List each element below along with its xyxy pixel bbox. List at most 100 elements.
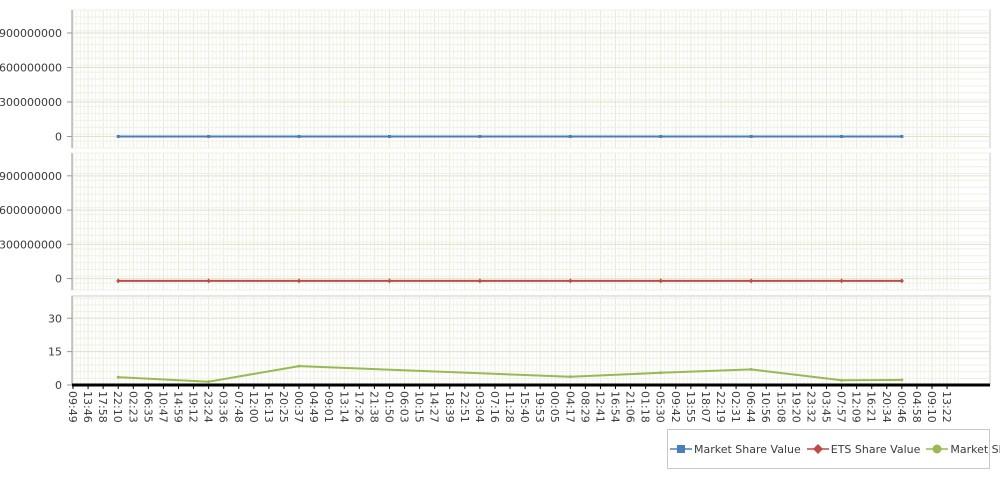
x-tick-label: 12:00 — [247, 391, 260, 423]
data-point — [297, 364, 301, 368]
data-point — [207, 135, 211, 138]
x-tick-label: 09:10 — [925, 391, 938, 423]
data-point — [387, 135, 391, 138]
x-tick-label: 09:49 — [66, 391, 79, 423]
legend-label: Market Share Value — [694, 442, 801, 456]
x-tick-label: 06:44 — [744, 391, 757, 423]
legend-item-market-share-value: Market Share Value — [670, 443, 801, 456]
x-tick-label: 22:19 — [714, 391, 727, 423]
data-point — [749, 278, 754, 284]
y-tick-label: 900000000 — [0, 27, 62, 40]
x-tick-label: 16:54 — [609, 391, 622, 423]
x-tick-label: 22:51 — [458, 391, 471, 423]
x-tick-label: 17:26 — [352, 391, 365, 423]
y-tick-label: 900000000 — [0, 170, 62, 183]
x-tick-label: 15:08 — [774, 391, 787, 423]
x-tick-label: 03:36 — [217, 391, 230, 423]
x-tick-label: 12:09 — [850, 391, 863, 423]
x-tick-label: 09:42 — [669, 391, 682, 423]
x-tick-label: 13:55 — [684, 391, 697, 423]
x-tick-label: 07:57 — [835, 391, 848, 423]
data-point — [749, 135, 753, 138]
legend-item-ets-share-value: ETS Share Value — [806, 442, 921, 456]
x-tick-label: 18:07 — [699, 391, 712, 423]
data-point — [839, 278, 844, 284]
x-tick-label: 22:10 — [111, 391, 124, 423]
x-tick-label: 20:34 — [880, 391, 893, 423]
y-tick-label: 0 — [55, 131, 62, 144]
y-tick-label: 300000000 — [0, 238, 62, 251]
data-point — [659, 371, 663, 375]
data-point — [116, 278, 121, 284]
data-point — [568, 135, 572, 138]
x-tick-label: 21:38 — [367, 391, 380, 423]
y-tick-label: 600000000 — [0, 204, 62, 217]
x-tick-label: 07:48 — [232, 391, 245, 423]
x-tick-label: 07:16 — [488, 391, 501, 423]
x-tick-label: 00:46 — [895, 391, 908, 423]
data-point — [207, 380, 211, 384]
x-tick-label: 14:59 — [172, 391, 185, 423]
data-point — [900, 378, 904, 382]
x-tick-label: 08:29 — [578, 391, 591, 423]
x-tick-label: 09:01 — [322, 391, 335, 423]
x-tick-label: 23:24 — [202, 391, 215, 423]
y-tick-label: 15 — [48, 346, 62, 359]
panel-frame — [71, 295, 991, 386]
data-point — [568, 375, 572, 379]
x-tick-label: 10:15 — [413, 391, 426, 423]
x-tick-label: 15:40 — [518, 391, 531, 423]
data-point — [899, 278, 904, 284]
y-tick-label: 600000000 — [0, 62, 62, 75]
y-tick-label: 30 — [48, 312, 62, 325]
x-tick-label: 16:21 — [865, 391, 878, 423]
data-point — [568, 278, 573, 284]
x-tick-label: 19:53 — [533, 391, 546, 423]
legend-label: ETS Share Value — [830, 442, 921, 456]
legend-marker-square-icon — [670, 445, 692, 453]
data-point — [900, 135, 904, 138]
x-tick-label: 13:14 — [337, 391, 350, 423]
x-tick-label: 06:03 — [398, 391, 411, 423]
x-tick-label: 23:32 — [804, 391, 817, 423]
x-tick-label: 04:49 — [307, 391, 320, 423]
legend: Market Share Value ETS Share Value Marke… — [667, 429, 1000, 469]
data-point — [206, 278, 211, 284]
data-point — [116, 375, 120, 379]
x-tick-label: 06:35 — [141, 391, 154, 423]
x-tick-label: 18:39 — [443, 391, 456, 423]
y-tick-label: 0 — [55, 379, 62, 392]
x-tick-label: 14:27 — [428, 391, 441, 423]
data-point — [659, 135, 663, 138]
x-tick-label: 02:31 — [729, 391, 742, 423]
x-tick-label: 10:56 — [759, 391, 772, 423]
x-tick-label: 19:12 — [187, 391, 200, 423]
x-tick-label: 19:20 — [789, 391, 802, 423]
data-point — [840, 135, 844, 138]
x-tick-label: 13:22 — [940, 391, 953, 423]
x-tick-label: 21:06 — [624, 391, 637, 423]
data-point — [297, 278, 302, 284]
data-point — [387, 278, 392, 284]
y-tick-label: 300000000 — [0, 96, 62, 109]
data-point — [478, 135, 482, 138]
data-point — [749, 367, 753, 371]
data-point — [658, 278, 663, 284]
x-tick-label: 16:13 — [262, 391, 275, 423]
series-line-market-share — [118, 365, 902, 383]
legend-marker-circle-icon — [926, 444, 949, 454]
x-tick-label: 17:58 — [96, 391, 109, 423]
y-tick-label: 0 — [55, 273, 62, 286]
x-tick-label: 20:25 — [277, 391, 290, 423]
x-tick-label: 03:45 — [820, 391, 833, 423]
x-tick-label: 05:30 — [654, 391, 667, 423]
x-tick-label: 00:37 — [292, 391, 305, 423]
x-tick-label: 04:17 — [563, 391, 576, 423]
data-point — [297, 135, 301, 138]
x-tick-label: 00:05 — [548, 391, 561, 423]
data-point — [840, 378, 844, 382]
legend-marker-diamond-icon — [806, 444, 829, 454]
legend-label: Market Share — [950, 442, 1000, 456]
